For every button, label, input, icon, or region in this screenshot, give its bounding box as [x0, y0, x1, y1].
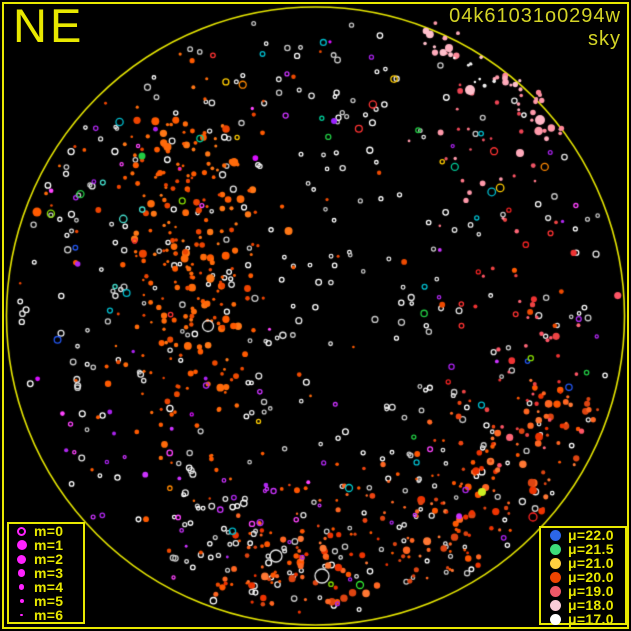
- legend-m-symbol: [18, 584, 25, 590]
- legend-mu-row: μ=22.0: [548, 528, 625, 542]
- legend-m-label: m=5: [34, 593, 64, 609]
- legend-m-label: m=2: [34, 551, 64, 567]
- legend-mu-row: μ=21.0: [548, 556, 625, 570]
- legend-m-row: m=6: [14, 608, 83, 622]
- legend-m-row: m=0: [14, 524, 83, 538]
- legend-mu-symbol: [550, 571, 561, 583]
- legend-mu-label: μ=22.0: [568, 527, 614, 543]
- legend-m-label: m=3: [34, 565, 64, 581]
- legend-m-label: m=6: [34, 607, 64, 623]
- legend-mu-symbol: [550, 613, 561, 625]
- surface-brightness-legend: μ=22.0 μ=21.5 μ=21.0 μ=20.0 μ=19.0 μ=18.0 μ=17…: [539, 526, 627, 626]
- legend-m-row: m=1: [14, 538, 83, 552]
- legend-mu-symbol: [550, 557, 561, 569]
- legend-m-row: m=3: [14, 566, 83, 580]
- legend-m-symbol-cell: [14, 540, 29, 550]
- legend-m-symbol: [20, 613, 23, 617]
- legend-mu-label: μ=21.5: [568, 541, 614, 557]
- legend-mu-symbol-cell: [548, 571, 563, 583]
- legend-mu-label: μ=20.0: [568, 569, 614, 585]
- legend-mu-symbol-cell: [548, 543, 563, 555]
- legend-mu-label: μ=21.0: [568, 555, 614, 571]
- legend-m-symbol-cell: [14, 584, 29, 590]
- legend-mu-symbol-cell: [548, 557, 563, 569]
- legend-mu-label: μ=18.0: [568, 597, 614, 613]
- legend-m-symbol-cell: [14, 526, 29, 536]
- legend-m-label: m=1: [34, 537, 64, 553]
- legend-mu-row: μ=17.0: [548, 612, 625, 626]
- legend-m-label: m=4: [34, 579, 64, 595]
- plot-title: 04k61031o0294w: [449, 5, 621, 27]
- legend-m-symbol: [16, 540, 27, 550]
- legend-m-row: m=5: [14, 594, 83, 608]
- legend-mu-symbol: [550, 529, 561, 541]
- legend-mu-symbol: [550, 585, 561, 597]
- plot-subtitle: sky: [588, 28, 621, 50]
- legend-mu-row: μ=21.5: [548, 542, 625, 556]
- legend-mu-symbol: [550, 543, 561, 555]
- legend-mu-row: μ=19.0: [548, 584, 625, 598]
- legend-mu-symbol-cell: [548, 585, 563, 597]
- legend-mu-symbol-cell: [548, 613, 563, 625]
- legend-m-symbol: [19, 599, 24, 603]
- title-block: 04k61031o0294w sky: [449, 5, 621, 51]
- legend-mu-symbol-cell: [548, 529, 563, 541]
- legend-m-symbol-cell: [14, 569, 29, 577]
- legend-mu-symbol: [550, 599, 561, 611]
- magnitude-legend: m=0 m=1 m=2 m=3 m=4 m=5 m=6: [7, 522, 85, 624]
- legend-mu-row: μ=18.0: [548, 598, 625, 612]
- legend-mu-symbol-cell: [548, 599, 563, 611]
- legend-m-symbol-cell: [14, 599, 29, 603]
- legend-m-symbol-cell: [14, 613, 29, 617]
- legend-m-symbol: [17, 569, 26, 577]
- legend-m-row: m=2: [14, 552, 83, 566]
- legend-mu-label: μ=17.0: [568, 611, 614, 627]
- legend-m-symbol: [17, 526, 26, 536]
- legend-mu-row: μ=20.0: [548, 570, 625, 584]
- legend-m-symbol-cell: [14, 554, 29, 564]
- legend-mu-label: μ=19.0: [568, 583, 614, 599]
- legend-m-row: m=4: [14, 580, 83, 594]
- orientation-label: NE: [13, 0, 85, 52]
- legend-m-label: m=0: [34, 523, 64, 539]
- legend-m-symbol: [17, 554, 26, 564]
